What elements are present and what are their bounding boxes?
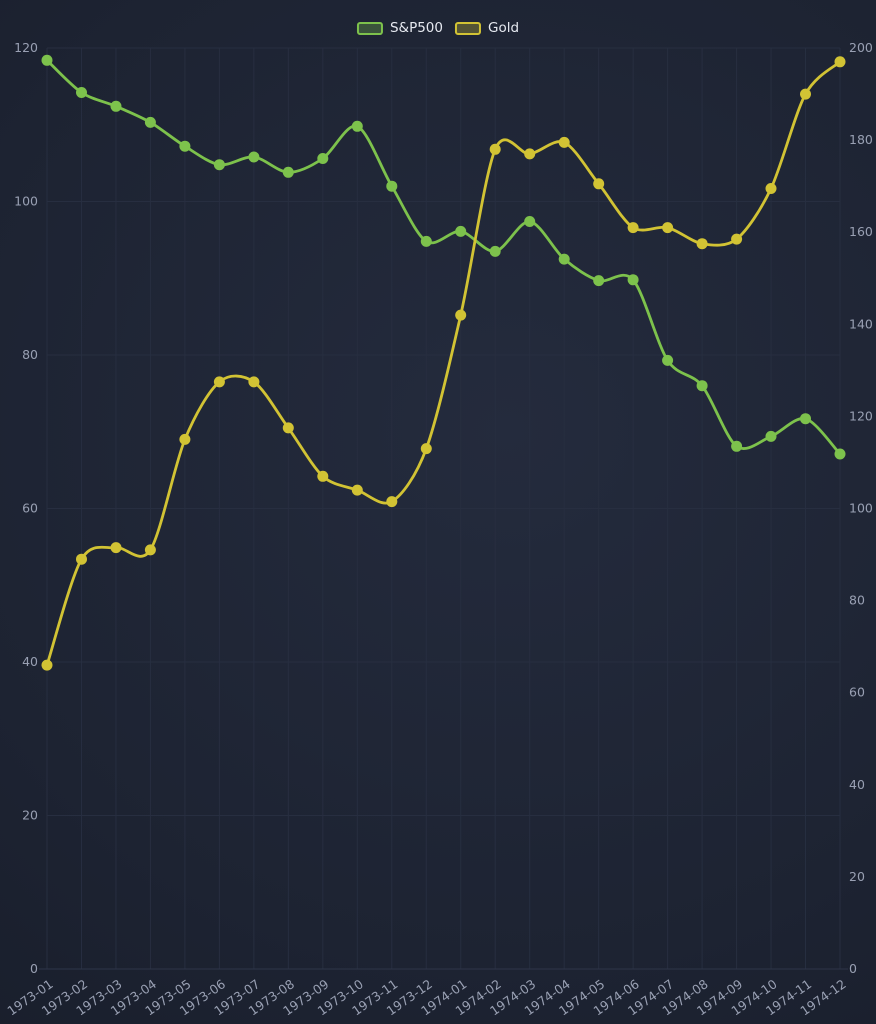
- gold-legend-label: Gold: [487, 20, 520, 36]
- y-axis-right-tick-label: 0: [849, 961, 857, 976]
- gold-point[interactable]: [627, 222, 639, 234]
- y-axis-left-tick-label: 20: [22, 808, 38, 823]
- sp500-point[interactable]: [420, 235, 432, 247]
- gold-point[interactable]: [213, 376, 225, 388]
- gold-point[interactable]: [351, 484, 363, 496]
- y-axis-left-tick-label: 120: [14, 40, 38, 55]
- gold-point[interactable]: [179, 433, 191, 445]
- sp500-point[interactable]: [76, 87, 87, 98]
- gold-point[interactable]: [386, 496, 398, 508]
- gold-point[interactable]: [696, 238, 708, 250]
- sp500-point[interactable]: [489, 245, 501, 257]
- sp500-point[interactable]: [558, 253, 570, 265]
- sp500-point[interactable]: [144, 116, 156, 128]
- gold-point[interactable]: [76, 553, 87, 565]
- sp500-legend-swatch: [356, 22, 383, 36]
- sp500-point[interactable]: [351, 120, 363, 132]
- gold-point[interactable]: [144, 544, 156, 556]
- sp500-point[interactable]: [317, 153, 329, 164]
- gold-point[interactable]: [420, 443, 432, 455]
- sp500-point[interactable]: [455, 225, 467, 237]
- sp500-line: [45, 58, 842, 456]
- sp500-point[interactable]: [213, 159, 225, 171]
- sp500-point[interactable]: [627, 274, 639, 286]
- gold-point[interactable]: [282, 422, 294, 434]
- y-axis-right-tick-label: 40: [849, 777, 865, 792]
- sp500-point[interactable]: [524, 216, 536, 227]
- sp500-point[interactable]: [41, 54, 53, 66]
- gold-point[interactable]: [524, 148, 536, 160]
- gold-legend-swatch: [454, 22, 481, 36]
- gold-point[interactable]: [489, 143, 501, 155]
- sp500-point[interactable]: [731, 440, 743, 452]
- gold-point[interactable]: [41, 659, 53, 671]
- sp500-legend-label: S&P500: [389, 20, 443, 36]
- y-axis-left-tick-label: 40: [22, 654, 38, 669]
- y-axis-right-tick-label: 120: [849, 408, 873, 423]
- series-sp500: [41, 54, 846, 460]
- y-axis-right-tick-label: 180: [849, 132, 873, 147]
- y-axis-left-tick-label: 100: [14, 194, 38, 209]
- sp500-point[interactable]: [800, 413, 811, 425]
- gold-point[interactable]: [834, 56, 846, 68]
- legend: S&P500 Gold: [356, 20, 520, 36]
- sp500-point[interactable]: [386, 180, 398, 192]
- gold-point[interactable]: [765, 183, 777, 194]
- gold-line: [45, 60, 842, 667]
- gold-point[interactable]: [110, 542, 122, 554]
- legend-item-sp500[interactable]: S&P500: [356, 20, 443, 36]
- y-axis-right-tick-label: 80: [849, 593, 865, 608]
- y-axis-left-tick-label: 80: [22, 347, 38, 362]
- y-axis-right-tick-label: 20: [849, 869, 865, 884]
- sp500-point[interactable]: [179, 140, 191, 152]
- y-axis-right-tick-label: 140: [849, 316, 873, 331]
- sp500-point[interactable]: [834, 448, 846, 460]
- sp500-point[interactable]: [662, 354, 674, 366]
- sp500-point[interactable]: [765, 430, 777, 442]
- legend-item-gold[interactable]: Gold: [454, 20, 520, 36]
- gold-point[interactable]: [317, 470, 329, 482]
- y-axis-right-tick-label: 60: [849, 685, 865, 700]
- gold-point[interactable]: [800, 88, 811, 100]
- gold-point[interactable]: [731, 233, 743, 245]
- y-axis-left-tick-label: 60: [22, 501, 38, 516]
- y-axis-left-tick-label: 0: [30, 961, 38, 976]
- y-axis-right-tick-label: 200: [849, 40, 873, 55]
- sp500-point[interactable]: [696, 380, 708, 392]
- sp500-point[interactable]: [593, 275, 605, 287]
- series-gold: [41, 56, 846, 671]
- gold-point[interactable]: [248, 376, 260, 388]
- y-axis-right-tick-label: 100: [849, 501, 873, 516]
- gold-point[interactable]: [455, 309, 467, 321]
- sp500-point[interactable]: [282, 166, 294, 178]
- y-axis-right-tick-label: 160: [849, 224, 873, 239]
- sp500-point[interactable]: [248, 151, 260, 163]
- sp500-point[interactable]: [110, 100, 122, 112]
- gold-point[interactable]: [593, 178, 605, 190]
- gold-point[interactable]: [662, 222, 674, 234]
- gold-point[interactable]: [558, 136, 570, 148]
